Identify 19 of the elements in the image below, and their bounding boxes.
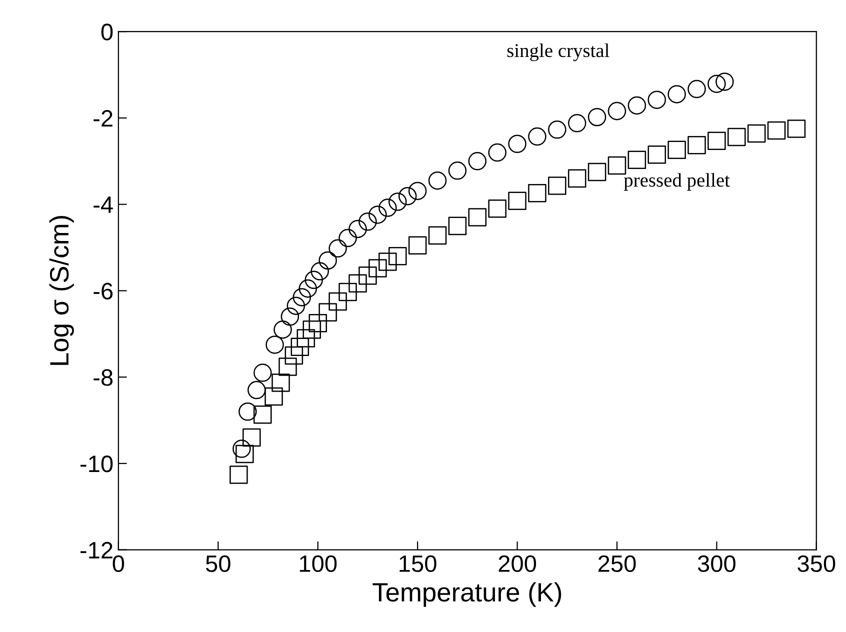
x-axis-title: Temperature (K) <box>372 582 562 607</box>
x-tick-label: 150 <box>400 555 436 572</box>
x-tick-label: 350 <box>798 555 836 572</box>
x-tick-label: 0 <box>112 555 124 572</box>
y-tick-label: -12 <box>80 542 112 558</box>
y-tick-label: -2 <box>94 110 112 127</box>
y-tick-label: -8 <box>94 369 113 386</box>
y-tick-label: -4 <box>94 196 113 213</box>
annotation: pressed pellet <box>624 173 730 191</box>
x-tick-label: 200 <box>498 555 536 572</box>
y-tick-label: -6 <box>94 282 113 300</box>
x-tick-label: 100 <box>300 555 337 572</box>
x-tick-label: 250 <box>598 555 636 572</box>
x-tick-label: 300 <box>698 555 736 572</box>
y-tick-label: -10 <box>80 456 113 472</box>
y-tick-label: 0 <box>101 24 113 40</box>
annotation: single crystal <box>507 43 610 62</box>
x-tick-label: 50 <box>206 555 230 572</box>
y-axis-title: Log σ (S/cm) <box>49 216 74 365</box>
